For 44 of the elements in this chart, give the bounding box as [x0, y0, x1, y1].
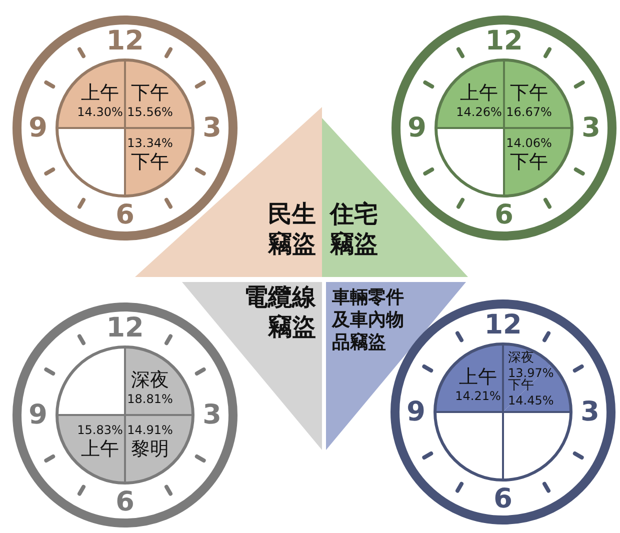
text: 3: [202, 112, 222, 144]
text: 車輛零件及車內物品竊盜: [331, 287, 404, 353]
data-label: 15.83%: [77, 423, 123, 438]
text: 電纜線竊盜: [244, 283, 317, 341]
data-label: 16.67%: [506, 104, 552, 119]
text: 9: [406, 396, 426, 428]
text: 6: [494, 484, 512, 514]
data-label: 14.26%: [456, 104, 502, 119]
text: 住宅竊盜: [329, 200, 378, 258]
text: 3: [202, 400, 222, 430]
category-label: 下午: [131, 151, 170, 174]
category-label: 深夜: [131, 368, 170, 391]
category-label: 下午: [508, 378, 534, 393]
data-label: 14.91%: [127, 423, 173, 438]
text: 3: [580, 396, 600, 428]
text: 3: [582, 112, 600, 144]
data-label: 14.06%: [506, 136, 552, 150]
text: 12: [485, 26, 523, 56]
category-label: 上午: [460, 82, 498, 104]
text: 9: [28, 112, 48, 144]
text: 12: [106, 26, 144, 56]
text: 9: [28, 400, 48, 430]
category-label: 上午: [80, 438, 119, 460]
data-label: 14.21%: [455, 388, 501, 403]
text: 6: [116, 486, 134, 518]
data-label: 13.34%: [127, 136, 173, 150]
category-label: 上午: [80, 82, 119, 104]
category-label: 下午: [510, 82, 548, 104]
category-label: 下午: [510, 151, 548, 174]
data-label: 18.81%: [127, 392, 173, 406]
text: 6: [116, 200, 134, 230]
data-label: 13.97%: [508, 366, 554, 380]
category-label: 上午: [458, 366, 497, 388]
data-label: 14.45%: [508, 393, 554, 408]
category-label: 深夜: [508, 349, 534, 366]
text: 6: [494, 200, 514, 230]
category-label: 下午: [131, 82, 170, 104]
category-label: 黎明: [131, 438, 170, 460]
text: 12: [484, 310, 522, 340]
text: 民生竊盜: [267, 200, 316, 258]
text: 12: [106, 312, 144, 344]
data-label: 14.30%: [77, 104, 123, 119]
text: 9: [408, 112, 426, 144]
data-label: 15.56%: [127, 104, 173, 119]
